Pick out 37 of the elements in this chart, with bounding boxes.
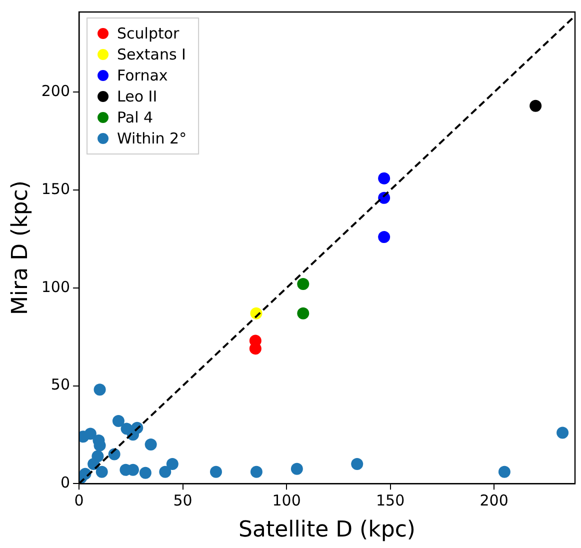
x-tick-label: 150 — [376, 491, 405, 510]
point — [351, 458, 364, 470]
point — [210, 466, 222, 478]
legend-label: Fornax — [117, 66, 168, 84]
point — [139, 466, 152, 479]
legend-label: Sextans I — [117, 45, 186, 64]
x-axis-title: Satellite D (kpc) — [238, 518, 416, 543]
legend-label: Pal 4 — [117, 108, 154, 126]
point — [144, 438, 157, 450]
y-tick-label: 50 — [50, 376, 70, 394]
point — [498, 466, 510, 478]
point — [159, 466, 172, 478]
point — [378, 172, 390, 184]
point — [290, 462, 303, 475]
y-tick-label: 100 — [41, 278, 70, 296]
point — [530, 100, 542, 112]
x-tick-label: 100 — [272, 491, 301, 510]
legend-label: Sculptor — [117, 24, 180, 42]
point — [84, 428, 96, 440]
y-tick-label: 200 — [41, 82, 70, 100]
y-tick-label: 0 — [60, 473, 70, 492]
point — [166, 458, 178, 470]
legend-label: Leo II — [117, 87, 158, 106]
point — [112, 414, 124, 427]
point — [556, 426, 569, 439]
point — [378, 231, 390, 244]
point — [250, 466, 262, 478]
y-axis-title: Mira D (kpc) — [8, 180, 33, 316]
point — [297, 307, 310, 320]
point — [94, 384, 106, 396]
x-tick-label: 50 — [173, 491, 192, 510]
point — [297, 278, 310, 290]
x-tick-label: 200 — [480, 491, 508, 510]
x-tick-label: 0 — [74, 491, 84, 510]
legend-label: Within 2° — [117, 129, 187, 148]
point — [96, 466, 108, 478]
y-tick-label: 150 — [41, 180, 70, 198]
